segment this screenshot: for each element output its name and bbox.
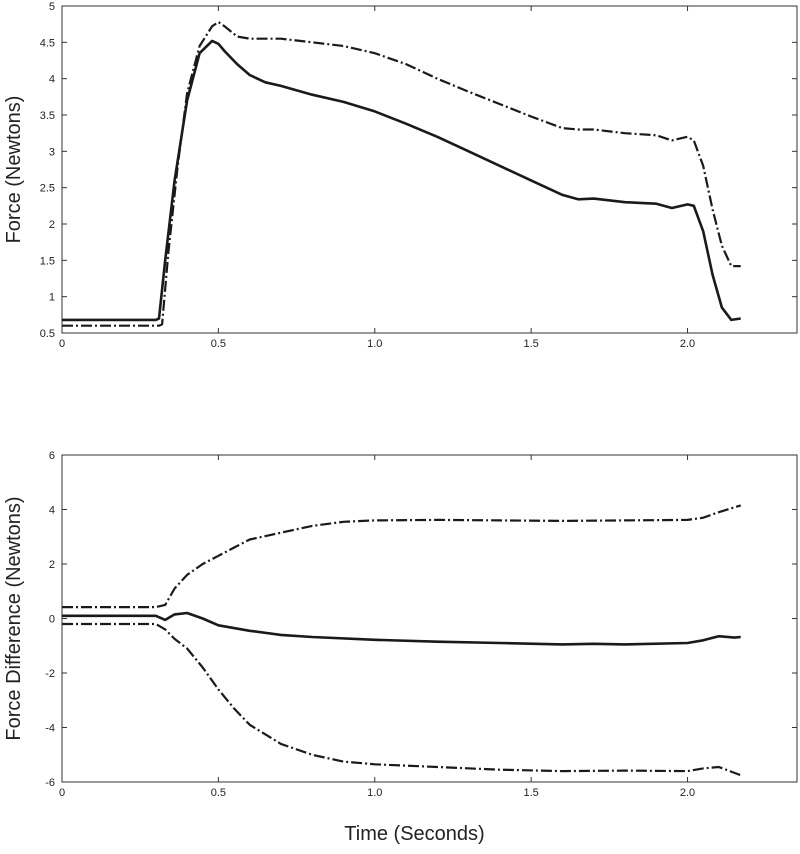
x-tick-label: 0: [59, 338, 65, 350]
y-tick-label: 6: [49, 450, 55, 462]
y-tick-label: 0: [49, 614, 55, 626]
x-tick-label: 2.0: [680, 787, 695, 799]
x-tick-label: 1.5: [524, 787, 539, 799]
y-tick-label: 4: [49, 505, 55, 517]
series-line-1-solid: [62, 39, 741, 322]
y-tick-label: 1: [49, 292, 55, 304]
y-axis-label: Force (Newtons): [3, 96, 25, 244]
x-axis-label: Time (Seconds): [344, 823, 484, 845]
x-tick-label: 0.5: [211, 338, 226, 350]
y-tick-label: -6: [45, 777, 55, 789]
y-tick-label: 2.5: [40, 183, 55, 195]
y-tick-label: 3.5: [40, 110, 55, 122]
y-tick-label: 5: [49, 1, 55, 13]
plot-frame: [61, 454, 798, 783]
y-tick-label: 1.5: [40, 255, 55, 267]
plot-frame: [61, 5, 798, 334]
y-tick-label: -4: [45, 723, 55, 735]
y-tick-label: 2: [49, 219, 55, 231]
y-tick-label: 4: [49, 74, 55, 86]
y-tick-label: 3: [49, 146, 55, 158]
x-tick-label: 0: [59, 787, 65, 799]
y-tick-label: 2: [49, 559, 55, 571]
x-tick-label: 2.0: [680, 338, 695, 350]
x-tick-label: 0.5: [211, 787, 226, 799]
x-tick-label: 1.0: [367, 787, 382, 799]
force-difference-plot: 0 0.5 1.0 1.5 2.0 -6 -4 -2 0 2 4 6 Force Difference …: [3, 450, 798, 845]
series-line-2-dash-dot: [62, 20, 741, 327]
x-tick-label: 1.5: [524, 338, 539, 350]
x-tick-label: 1.0: [367, 338, 382, 350]
y-tick-label: 4.5: [40, 37, 55, 49]
y-tick-label: -2: [45, 668, 55, 680]
series-line-1-solid: [62, 611, 741, 646]
series-line-3-dash-dot: [62, 622, 742, 777]
y-tick-label: 0.5: [40, 328, 55, 340]
series-line-2-dash-dot: [62, 504, 742, 609]
force-plot: 0 0.5 1.0 1.5 2.0 0.5 1 1.5 2 2.5 3 3.5 4 4.5 5 Force (…: [3, 1, 798, 350]
y-axis-label: Force Difference (Newtons): [3, 496, 25, 740]
